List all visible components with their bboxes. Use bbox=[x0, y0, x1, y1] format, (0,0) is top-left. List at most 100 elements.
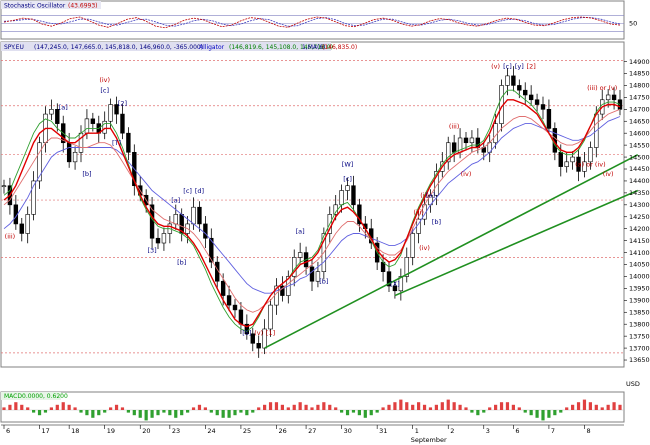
macd-bar-47 bbox=[280, 404, 284, 410]
y-tick-label-10: 14150 bbox=[629, 237, 650, 245]
macd-bar-52 bbox=[310, 407, 314, 410]
candle-body-41 bbox=[244, 323, 250, 335]
wave-label-30: [2] bbox=[527, 63, 536, 71]
oscillator-frame bbox=[0, 0, 625, 40]
macd-bar-92 bbox=[547, 410, 551, 418]
wave-label-1: [a] bbox=[59, 103, 68, 111]
macd-bar-59 bbox=[351, 410, 356, 413]
macd-bar-14 bbox=[85, 410, 89, 416]
candle-body-88 bbox=[523, 89, 528, 96]
candle-body-37 bbox=[220, 280, 226, 296]
x-tick-label-17: 8 bbox=[586, 427, 590, 435]
wave-label-4: [b] bbox=[82, 170, 91, 178]
macd-bar-28 bbox=[168, 410, 172, 416]
candle-body-69 bbox=[410, 233, 415, 258]
macd-bar-17 bbox=[103, 410, 107, 413]
x-tick-label-11: 31 bbox=[379, 427, 387, 435]
candle-body-20 bbox=[120, 113, 125, 134]
candle-body-76 bbox=[451, 142, 457, 153]
candle-body-6 bbox=[37, 142, 42, 182]
wave-label-24: [a] bbox=[426, 192, 435, 200]
y-tick-label-1: 13700 bbox=[629, 344, 650, 352]
candle-body-17 bbox=[102, 120, 107, 134]
macd-bar-94 bbox=[559, 410, 563, 413]
macd-bar-30 bbox=[180, 410, 184, 416]
macd-bar-66 bbox=[393, 402, 397, 410]
macd-bar-7 bbox=[43, 410, 48, 413]
macd-bar-82 bbox=[488, 407, 492, 410]
x-tick-label-12: 1 bbox=[415, 427, 419, 435]
macd-bar-87 bbox=[517, 407, 521, 410]
candle-body-4 bbox=[25, 214, 30, 234]
y-axis-unit: USD bbox=[626, 380, 640, 388]
candle-body-78 bbox=[463, 137, 469, 144]
candle-body-102 bbox=[605, 94, 611, 101]
candle-body-65 bbox=[386, 271, 392, 287]
macd-bar-96 bbox=[571, 404, 575, 410]
y-tick-label-6: 13950 bbox=[629, 285, 650, 293]
wave-label-28: [c] bbox=[503, 63, 512, 71]
candle-body-14 bbox=[84, 118, 90, 134]
macd-bar-68 bbox=[405, 402, 409, 410]
y-tick-label-5: 13900 bbox=[629, 297, 650, 305]
macd-panel: MACD 0.0000, 0.6200 bbox=[0, 391, 625, 423]
wave-label-9: [a] bbox=[171, 196, 180, 204]
macd-bar-85 bbox=[505, 402, 510, 410]
macd-bar-22 bbox=[132, 410, 136, 416]
macd-bar-29 bbox=[174, 410, 178, 418]
candle-body-9 bbox=[55, 109, 60, 124]
alligator-line bbox=[3, 108, 621, 313]
y-tick-label-22: 14750 bbox=[629, 94, 650, 102]
candle-body-53 bbox=[315, 271, 321, 282]
macd-bar-51 bbox=[304, 404, 308, 410]
macd-bar-15 bbox=[91, 410, 95, 418]
y-tick-label-13: 14300 bbox=[629, 201, 650, 209]
candle-body-26 bbox=[155, 237, 161, 244]
y-tick-label-11: 14200 bbox=[629, 225, 650, 233]
price-frame bbox=[0, 41, 625, 368]
macd-bar-63 bbox=[375, 410, 379, 413]
candle-body-83 bbox=[493, 123, 498, 144]
candle-body-0 bbox=[1, 185, 7, 188]
candle-body-86 bbox=[511, 75, 516, 86]
wave-label-23: (ii) bbox=[420, 192, 429, 200]
wave-label-27: (v) bbox=[491, 63, 500, 71]
y-tick-label-3: 13800 bbox=[629, 320, 650, 328]
y-tick-label-14: 14350 bbox=[629, 189, 650, 197]
oscillator-d-line bbox=[3, 17, 621, 27]
macd-bar-100 bbox=[594, 404, 598, 410]
macd-bar-44 bbox=[263, 404, 267, 410]
candle-body-42 bbox=[250, 333, 255, 344]
macd-bar-91 bbox=[541, 410, 545, 421]
x-axis-month-label: September bbox=[411, 436, 447, 444]
macd-bar-21 bbox=[126, 410, 130, 413]
x-tick-label-4: 20 bbox=[142, 427, 150, 435]
macd-bar-84 bbox=[499, 402, 504, 410]
macd-bar-104 bbox=[618, 404, 622, 410]
wave-label-17: [W] bbox=[342, 161, 354, 169]
wave-label-33: (iv) bbox=[603, 170, 614, 178]
candle-body-103 bbox=[611, 94, 617, 101]
macd-bar-11 bbox=[67, 404, 71, 410]
y-tick-label-21: 14700 bbox=[629, 106, 650, 114]
x-tick-label-15: 6 bbox=[515, 427, 519, 435]
macd-bar-19 bbox=[114, 404, 119, 410]
wave-label-7: [c] bbox=[183, 187, 192, 195]
x-tick-label-13: 2 bbox=[450, 427, 454, 435]
candle-body-32 bbox=[191, 206, 196, 225]
x-tick-label-1: 17 bbox=[42, 427, 50, 435]
macd-bar-97 bbox=[576, 402, 581, 410]
candle-body-40 bbox=[238, 309, 244, 325]
candle-body-90 bbox=[534, 99, 540, 105]
ma4-value: (146,835.0) bbox=[322, 44, 357, 51]
x-tick-label-0: 6 bbox=[6, 427, 10, 435]
candle-body-96 bbox=[570, 156, 575, 163]
candle-body-39 bbox=[232, 304, 238, 311]
macd-bar-12 bbox=[73, 407, 77, 410]
wave-label-13: (v) bbox=[254, 329, 263, 337]
ma-blue-line bbox=[3, 116, 621, 294]
candle-body-29 bbox=[173, 214, 178, 225]
macd-bar-48 bbox=[286, 407, 290, 410]
macd-bar-64 bbox=[381, 407, 385, 410]
